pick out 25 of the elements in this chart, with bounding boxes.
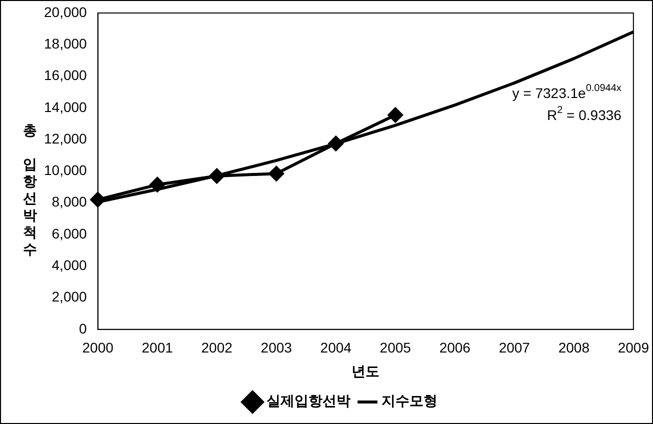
y-tick-label: 6,000 <box>52 225 88 242</box>
x-tick-label: 2009 <box>618 340 650 356</box>
y-tick-label: 20,000 <box>44 4 88 20</box>
legend-label: 실제입항선박 <box>266 394 350 410</box>
legend-label: 지수모형 <box>382 394 438 410</box>
x-tick-label: 2004 <box>320 340 352 356</box>
y-tick-label: 8,000 <box>52 194 88 210</box>
x-tick-label: 2005 <box>380 340 412 356</box>
x-tick-label: 2001 <box>142 340 174 356</box>
y-tick-label: 4,000 <box>52 256 88 273</box>
y-tick-label: 12,000 <box>44 130 88 146</box>
x-axis-title: 년도 <box>352 364 380 380</box>
x-tick-label: 2007 <box>498 340 530 356</box>
x-tick-label: 2003 <box>260 340 292 356</box>
x-tick-label: 2000 <box>82 340 114 356</box>
text: 총 입항선박척수 <box>23 123 37 258</box>
y-tick-label: 10,000 <box>44 162 88 178</box>
y-tick-label: 2,000 <box>52 288 88 305</box>
y-tick-label: 16,000 <box>44 67 88 84</box>
y-tick-label: 0 <box>79 320 88 336</box>
x-tick-label: 2006 <box>439 340 471 356</box>
x-tick-label: 2002 <box>201 340 233 356</box>
y-tick-label: 14,000 <box>44 98 88 115</box>
y-tick-label: 18,000 <box>44 36 88 52</box>
x-tick-label: 2008 <box>558 340 590 356</box>
